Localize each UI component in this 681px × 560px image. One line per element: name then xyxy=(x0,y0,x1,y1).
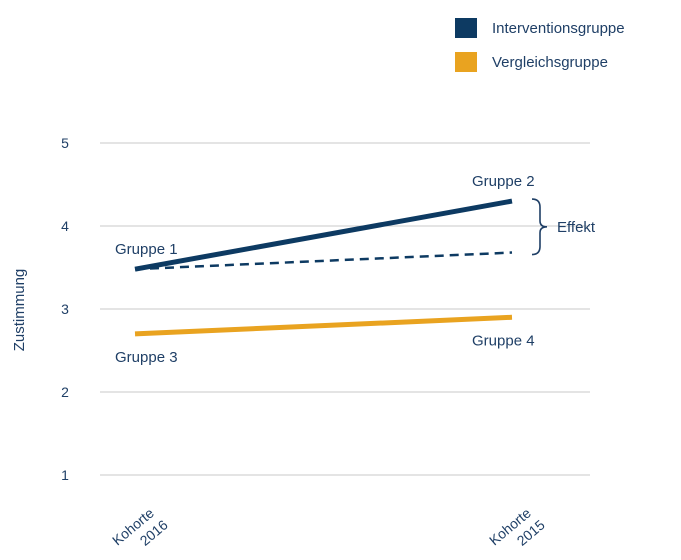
y-axis-ticks: 1 2 3 4 5 xyxy=(61,135,69,483)
y-axis-label: Zustimmung xyxy=(11,269,28,352)
series-line-dashed xyxy=(134,251,513,271)
effect-annotation: Effekt xyxy=(531,198,596,256)
y-tick-label: 5 xyxy=(61,135,69,151)
series-line xyxy=(134,314,513,337)
series xyxy=(134,198,513,337)
y-tick-label: 3 xyxy=(61,301,69,317)
point-labels: Gruppe 1 Gruppe 2 Gruppe 3 Gruppe 4 xyxy=(115,173,535,366)
y-tick-label: 1 xyxy=(61,467,69,483)
series-line xyxy=(134,198,513,272)
legend-swatch xyxy=(455,52,477,72)
y-tick-label: 2 xyxy=(61,384,69,400)
effect-label: Effekt xyxy=(557,219,596,236)
point-label: Gruppe 4 xyxy=(472,332,535,349)
legend-label: Interventionsgruppe xyxy=(492,20,625,37)
point-label: Gruppe 2 xyxy=(472,173,535,190)
legend: Interventionsgruppe Vergleichsgruppe xyxy=(455,18,625,72)
point-label: Gruppe 3 xyxy=(115,349,178,366)
grid xyxy=(100,142,590,476)
legend-swatch xyxy=(455,18,477,38)
effect-brace xyxy=(531,198,548,256)
y-tick-label: 4 xyxy=(61,218,69,234)
point-label: Gruppe 1 xyxy=(115,241,178,258)
legend-label: Vergleichsgruppe xyxy=(492,54,608,71)
